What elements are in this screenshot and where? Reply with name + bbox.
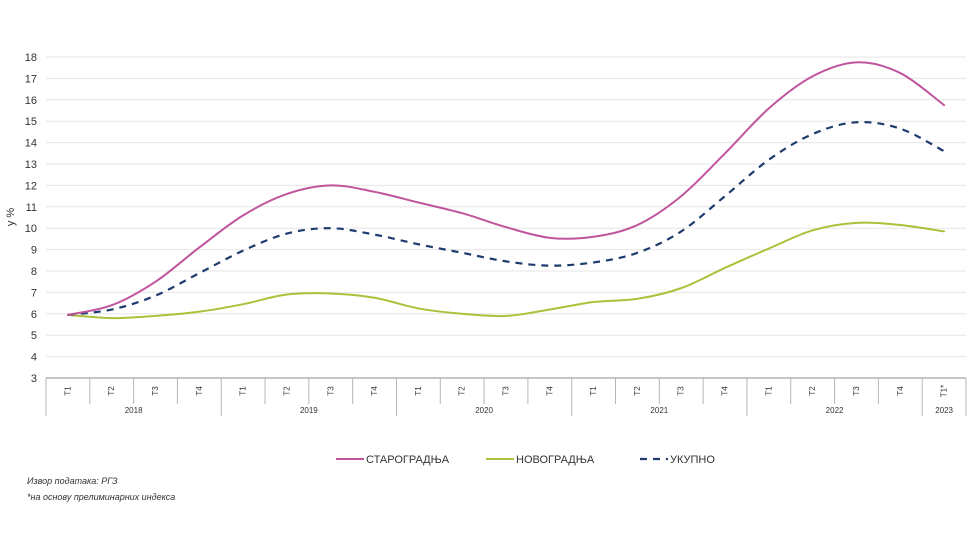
source-note: Извор података: РГЗ xyxy=(27,476,118,486)
x-tick-label: T1 xyxy=(764,386,773,396)
year-label: 2020 xyxy=(475,406,493,415)
legend: СТАРОГРАДЊА НОВОГРАДЊА УКУПНО xyxy=(336,454,715,466)
x-tick-label: T3 xyxy=(151,386,160,396)
x-tick-label: T3 xyxy=(502,386,511,396)
y-tick-label: 12 xyxy=(25,180,37,192)
y-tick-label: 14 xyxy=(25,138,37,150)
year-label: 2023 xyxy=(935,406,953,415)
x-tick-label: T2 xyxy=(282,386,291,396)
year-label: 2019 xyxy=(300,406,318,415)
year-label: 2018 xyxy=(125,406,143,415)
series-line xyxy=(66,61,946,316)
y-tick-label: 15 xyxy=(25,116,37,128)
y-tick-label: 7 xyxy=(31,287,37,299)
y-tick-label: 18 xyxy=(25,52,37,64)
x-tick-label: T2 xyxy=(458,386,467,396)
series-lines xyxy=(66,61,946,320)
x-tick-label: T1 xyxy=(63,386,72,396)
x-tick-label: T4 xyxy=(545,386,554,396)
x-tick-label: T1 xyxy=(239,386,248,396)
y-tick-label: 16 xyxy=(25,95,37,107)
x-tick-label: T4 xyxy=(721,386,730,396)
y-tick-label: 4 xyxy=(31,352,37,364)
x-tick-label: T1* xyxy=(940,385,949,397)
y-tick-label: 17 xyxy=(25,73,37,85)
y-tick-label: 3 xyxy=(31,373,37,385)
x-tick-label: T4 xyxy=(195,386,204,396)
x-tick-label: T4 xyxy=(896,386,905,396)
x-axis: T1 T2 T3 T4 T1 T2 T3 T4 T1 T2 T3 T4 T1 T2 T3 T4 T1 T2 T3 T4… xyxy=(45,377,967,416)
y-tick-label: 8 xyxy=(31,266,37,278)
y-tick-label: 10 xyxy=(25,223,37,235)
legend-label: СТАРОГРАДЊА xyxy=(366,454,450,466)
gridlines xyxy=(46,56,966,358)
y-axis: 3 4 5 6 7 8 9 10 11 12 13 14 15 16 17 18 xyxy=(25,52,37,385)
x-tick-label: T2 xyxy=(107,386,116,396)
x-tick-label: T2 xyxy=(808,386,817,396)
y-tick-label: 11 xyxy=(26,202,37,214)
footnote: *на основу прелиминарних индекса xyxy=(27,492,175,502)
x-tick-label: T1 xyxy=(589,386,598,396)
x-tick-label: T2 xyxy=(633,386,642,396)
legend-label: УКУПНО xyxy=(670,454,715,466)
x-tick-label: T3 xyxy=(677,386,686,396)
x-tick-label: T3 xyxy=(852,386,861,396)
y-tick-label: 9 xyxy=(31,245,37,257)
year-label: 2022 xyxy=(826,406,844,415)
series-line xyxy=(67,120,945,316)
series-line xyxy=(66,221,946,320)
y-axis-title: у % xyxy=(5,208,17,227)
x-tick-label: T4 xyxy=(370,386,379,396)
y-tick-label: 13 xyxy=(25,159,37,171)
legend-label: НОВОГРАДЊА xyxy=(516,454,595,466)
x-tick-label: T1 xyxy=(414,386,423,396)
year-label: 2021 xyxy=(650,406,668,415)
y-tick-label: 5 xyxy=(31,330,37,342)
y-tick-label: 6 xyxy=(31,309,37,321)
x-tick-label: T3 xyxy=(326,386,335,396)
